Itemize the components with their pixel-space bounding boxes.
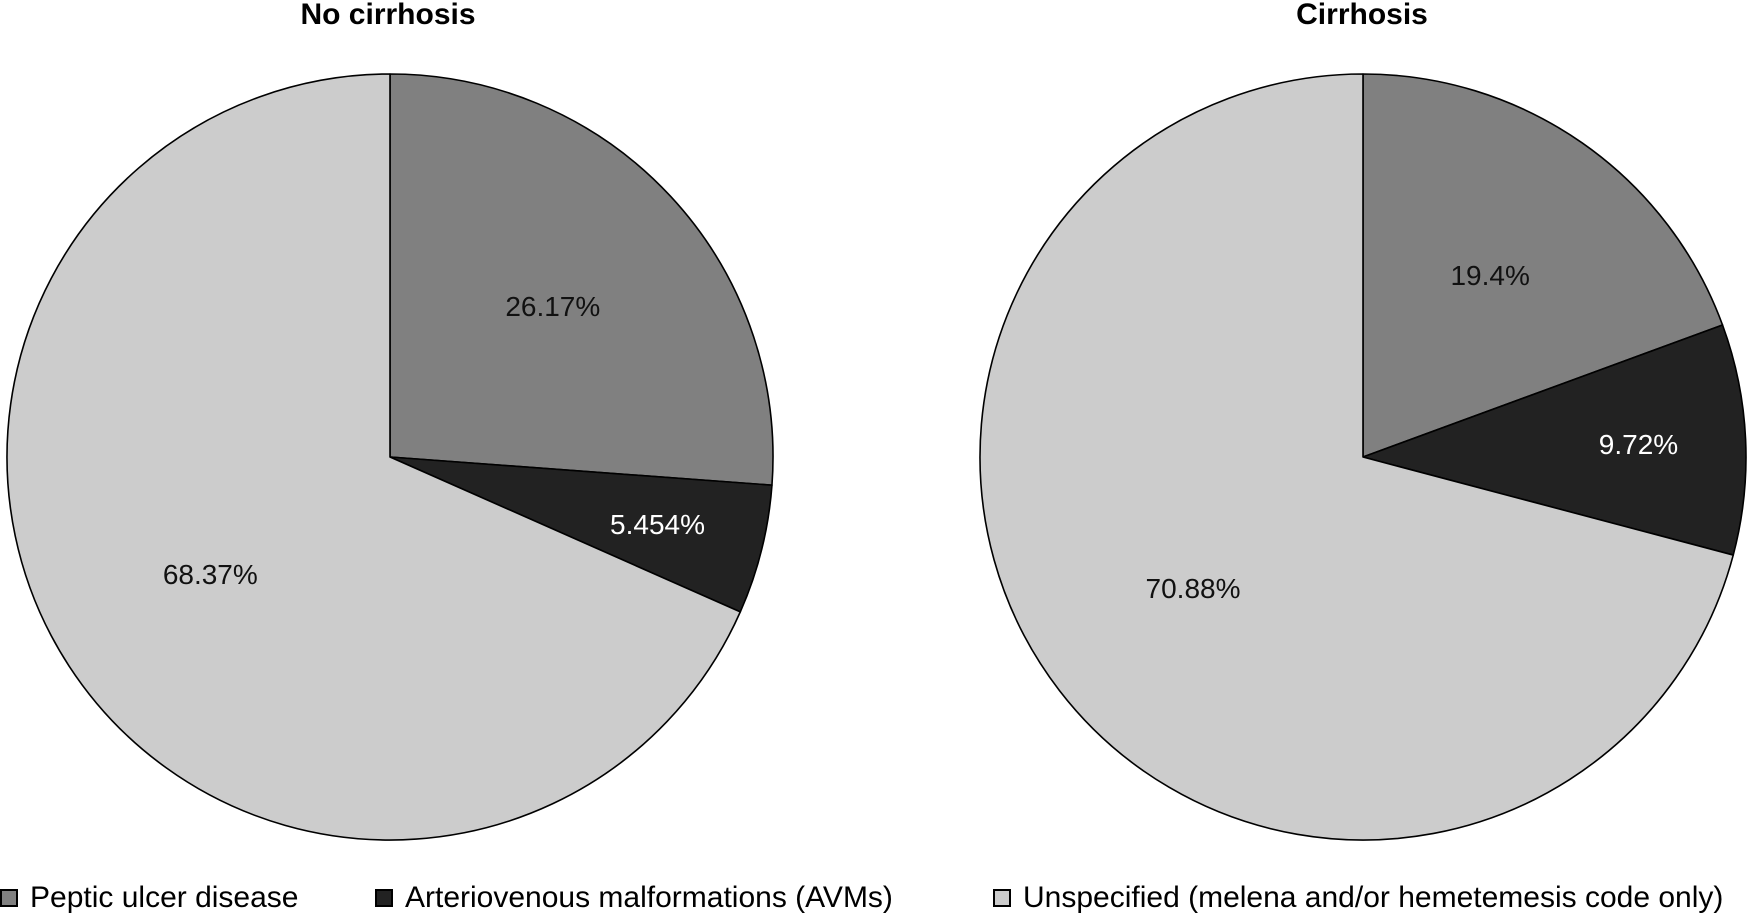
slice-label-cirrhosis-unspecified: 70.88% (1146, 573, 1241, 604)
slice-label-no-cirrhosis-peptic-ulcer: 26.17% (505, 291, 600, 322)
pie-title-no-cirrhosis: No cirrhosis (300, 0, 475, 31)
legend-item-avms: Arteriovenous malformations (AVMs) (375, 878, 893, 918)
legend-item-peptic-ulcer: Peptic ulcer disease (0, 878, 298, 918)
slice-label-no-cirrhosis-unspecified: 68.37% (163, 559, 258, 590)
slice-cirrhosis-peptic-ulcer (1362, 73, 1724, 458)
slice-label-no-cirrhosis-avms: 5.454% (610, 509, 705, 540)
slice-label-cirrhosis-peptic-ulcer: 19.4% (1450, 260, 1529, 291)
legend-label-avms: Arteriovenous malformations (AVMs) (405, 881, 893, 914)
legend-label-peptic-ulcer: Peptic ulcer disease (30, 881, 299, 914)
legend-swatch-unspecified (993, 889, 1011, 907)
legend: Peptic ulcer disease Arteriovenous malfo… (0, 878, 1752, 918)
pie-cirrhosis: Cirrhosis 19.4% 9.72% 70.88% (979, 0, 1747, 841)
legend-item-unspecified: Unspecified (melena and/or hemetemesis c… (993, 878, 1723, 918)
slice-cirrhosis-unspecified (979, 73, 1735, 841)
pie-title-cirrhosis: Cirrhosis (1296, 0, 1428, 31)
pie-no-cirrhosis: No cirrhosis 26.17% 5.454% 68.37% (6, 0, 774, 841)
slice-label-cirrhosis-avms: 9.72% (1599, 429, 1678, 460)
slice-cirrhosis-avms (1362, 324, 1747, 556)
slice-no-cirrhosis-avms (389, 456, 773, 613)
legend-swatch-peptic-ulcer (0, 889, 18, 907)
legend-swatch-avms (375, 889, 393, 907)
slice-no-cirrhosis-peptic-ulcer (389, 73, 774, 486)
legend-label-unspecified: Unspecified (melena and/or hemetemesis c… (1023, 881, 1724, 914)
slice-no-cirrhosis-unspecified (6, 73, 742, 841)
